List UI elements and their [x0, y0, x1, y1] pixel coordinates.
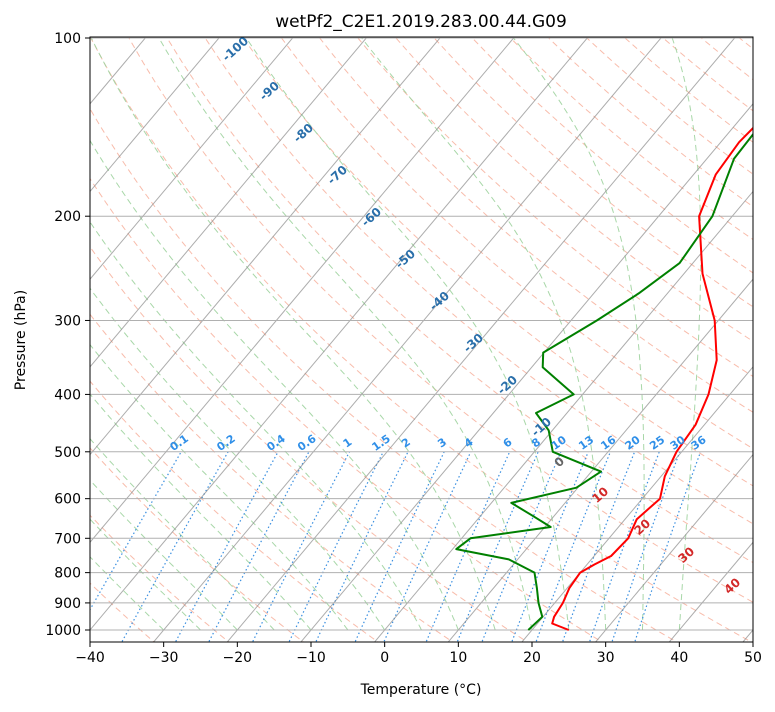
- y-axis-label: Pressure (hPa): [13, 290, 29, 390]
- x-tick-label: 50: [744, 650, 762, 666]
- x-tick-label: −10: [296, 650, 326, 666]
- y-tick-label: 300: [54, 313, 81, 329]
- x-tick-label: 10: [449, 650, 467, 666]
- x-tick-label: −40: [75, 650, 105, 666]
- y-tick-label: 700: [54, 531, 81, 547]
- y-tick-label: 500: [54, 445, 81, 461]
- x-tick-label: 0: [380, 650, 389, 666]
- y-tick-label: 1000: [45, 623, 81, 639]
- y-tick-label: 900: [54, 596, 81, 612]
- x-tick-label: 30: [597, 650, 615, 666]
- x-tick-label: −20: [223, 650, 253, 666]
- x-tick-label: 20: [523, 650, 541, 666]
- y-tick-label: 400: [54, 387, 81, 403]
- x-tick-label: −30: [149, 650, 179, 666]
- chart-title: wetPf2_C2E1.2019.283.00.44.G09: [275, 12, 567, 32]
- y-tick-label: 600: [54, 492, 81, 508]
- y-tick-label: 800: [54, 566, 81, 582]
- y-tick-label: 100: [54, 31, 81, 47]
- x-tick-label: 40: [670, 650, 688, 666]
- y-tick-label: 200: [54, 209, 81, 225]
- x-axis-label: Temperature (°C): [360, 682, 482, 698]
